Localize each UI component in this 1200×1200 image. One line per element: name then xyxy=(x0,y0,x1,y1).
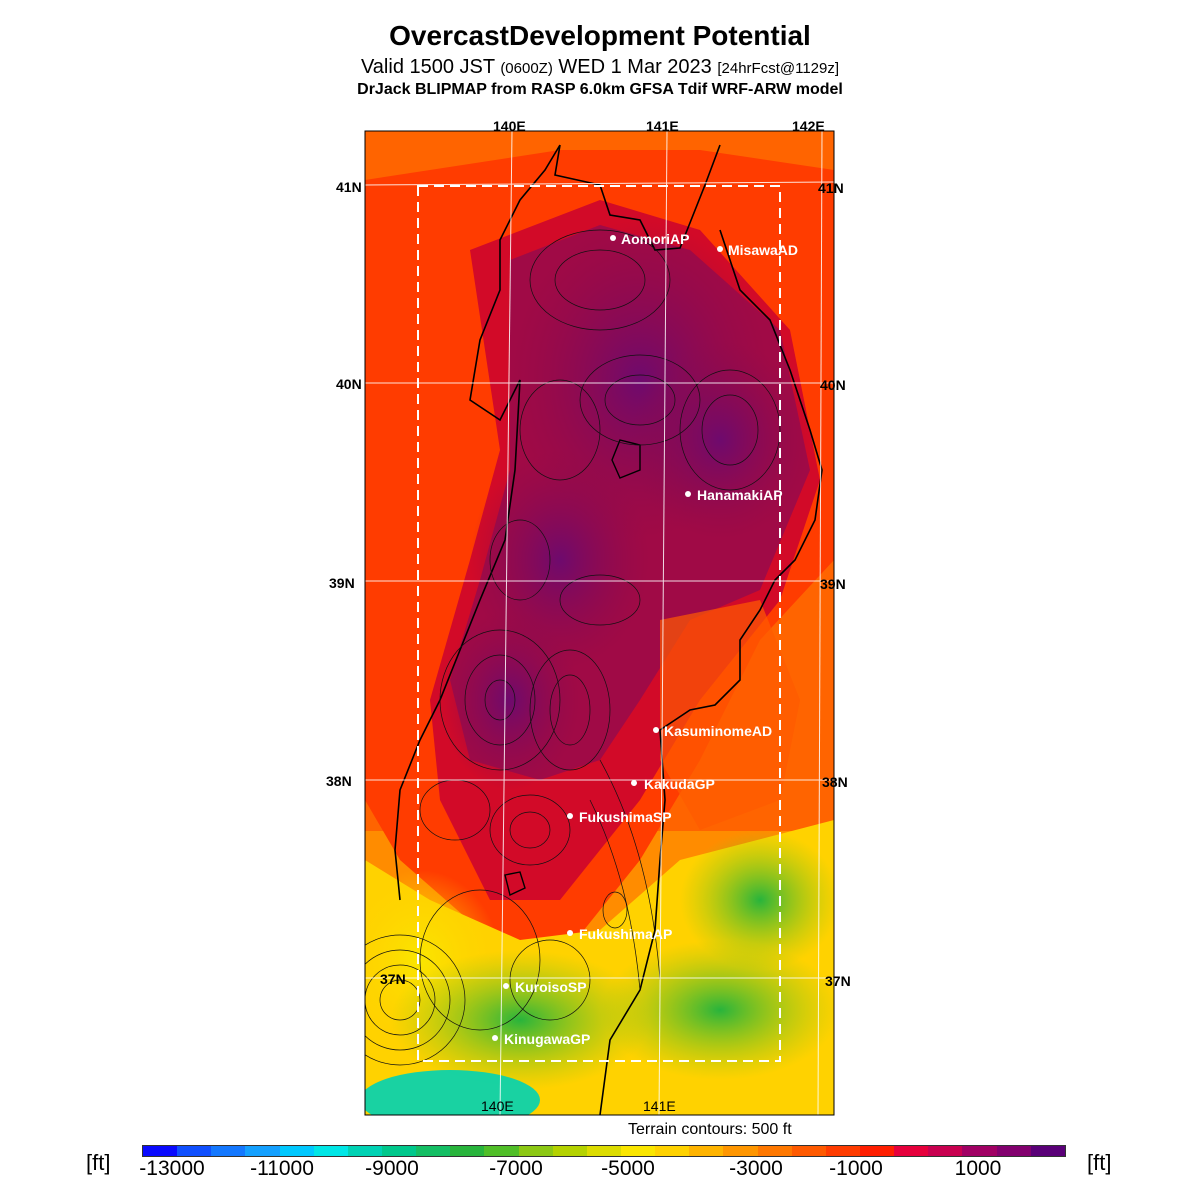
lon-label-top-141e: 141E xyxy=(646,118,679,134)
site-label-misawaad: MisawaAD xyxy=(728,242,799,258)
colorbar-swatch xyxy=(894,1146,929,1156)
lon-label-top-142e: 142E xyxy=(792,118,825,134)
colorbar-tick: -5000 xyxy=(601,1157,655,1180)
colorbar-unit-left: [ft] xyxy=(86,1150,111,1175)
site-marker-kakudagp xyxy=(631,780,637,786)
colorbar-tick: 1000 xyxy=(954,1157,1002,1180)
field-cyan-southwest xyxy=(365,1070,540,1115)
site-marker-misawaad xyxy=(717,246,723,252)
colorbar-swatch xyxy=(586,1146,621,1156)
lon-label-bottom-140e: 140E xyxy=(481,1098,514,1114)
coastline-honshu xyxy=(394,144,823,1115)
field-green-south xyxy=(390,950,650,1090)
site-label-kakudagp: KakudaGP xyxy=(644,776,715,792)
map-title: OvercastDevelopment Potential xyxy=(389,20,811,51)
site-label-kasuminomead: KasuminomeAD xyxy=(664,723,773,739)
field-orange-east xyxy=(660,600,800,830)
colorbar-swatch xyxy=(791,1146,826,1156)
colorbar-unit-right: [ft] xyxy=(1087,1150,1112,1175)
lat-label-left-40n: 40N xyxy=(336,376,362,392)
lat-label-right-41n: 41N xyxy=(818,180,844,196)
site-marker-aomoriap xyxy=(610,235,616,241)
colorbar-swatch xyxy=(245,1146,280,1156)
colorbar-tick: -7000 xyxy=(489,1157,543,1180)
valid-time: Valid 1500 JST (0600Z) WED 1 Mar 2023 [2… xyxy=(0,56,1200,79)
field-green-east xyxy=(680,830,834,970)
site-label-aomoriap: AomoriAP xyxy=(621,231,690,247)
colorbar-swatch xyxy=(689,1146,724,1156)
model-description: DrJack BLIPMAP from RASP 6.0km GFSA Tdif… xyxy=(357,81,843,98)
colorbar xyxy=(142,1145,1066,1157)
plot-domain-box xyxy=(417,185,781,1062)
colorbar-swatch xyxy=(211,1146,246,1156)
colorbar-swatch xyxy=(996,1146,1031,1156)
site-label-fukushimasp: FukushimaSP xyxy=(579,809,672,825)
colorbar-swatch xyxy=(484,1146,519,1156)
lat-label-right-37n: 37N xyxy=(825,973,851,989)
colorbar-swatch xyxy=(757,1146,792,1156)
valid-date: WED 1 Mar 2023 xyxy=(552,56,718,78)
site-label-fukushimaap: FukushimaAP xyxy=(579,926,673,942)
site-marker-kinugawagp xyxy=(492,1035,498,1041)
lon-label-bottom-141e: 141E xyxy=(643,1098,676,1114)
colorbar-swatch xyxy=(450,1146,485,1156)
colorbar-swatch xyxy=(177,1146,212,1156)
colorbar-tick: -1000 xyxy=(829,1157,883,1180)
colorbar-swatch xyxy=(313,1146,348,1156)
field-green-southeast xyxy=(600,940,834,1080)
lon-label-top-140e: 140E xyxy=(493,118,526,134)
colorbar-swatch xyxy=(620,1146,656,1156)
graticule xyxy=(365,131,834,1115)
lake-towada xyxy=(611,439,641,479)
colorbar-swatch xyxy=(416,1146,451,1156)
field-purple-core-4 xyxy=(630,340,810,540)
colorbar-tick: -3000 xyxy=(729,1157,783,1180)
lat-label-right-40n: 40N xyxy=(820,377,846,393)
colorbar-tick: -11000 xyxy=(250,1157,314,1180)
lat-label-left-38n: 38N xyxy=(326,773,352,789)
colorbar-swatch xyxy=(518,1146,553,1156)
colorbar-swatch xyxy=(143,1146,178,1156)
lake-inawashiro xyxy=(504,871,526,896)
colorbar-swatch xyxy=(655,1146,690,1156)
lat-label-left-39n: 39N xyxy=(329,575,355,591)
site-marker-fukushimasp xyxy=(567,813,573,819)
site-marker-hanamakiap xyxy=(685,491,691,497)
colorbar-swatch xyxy=(962,1146,997,1156)
site-label-hanamakiap: HanamakiAP xyxy=(697,487,783,503)
colorbar-tick: -9000 xyxy=(365,1157,419,1180)
colorbar-swatch xyxy=(859,1146,895,1156)
colorbar-swatch xyxy=(1030,1146,1065,1156)
valid-time-utc: (0600Z) xyxy=(500,60,553,77)
site-label-kuroisosp: KuroisoSP xyxy=(515,979,587,995)
forecast-info: [24hrFcst@1129z] xyxy=(717,60,840,77)
terrain-contours xyxy=(365,229,781,1066)
colorbar-swatch xyxy=(723,1146,758,1156)
colorbar-swatch xyxy=(381,1146,417,1156)
site-label-kinugawagp: KinugawaGP xyxy=(504,1031,591,1047)
colorbar-swatch xyxy=(825,1146,860,1156)
terrain-contour-note: Terrain contours: 500 ft xyxy=(628,1121,792,1138)
colorbar-swatch xyxy=(928,1146,963,1156)
lat-label-left-37n: 37N xyxy=(380,971,406,987)
map-frame xyxy=(364,130,835,1116)
lat-label-right-38n: 38N xyxy=(822,774,848,790)
site-marker-fukushimaap xyxy=(567,930,573,936)
valid-time-local: Valid 1500 JST xyxy=(360,56,501,78)
site-marker-kuroisosp xyxy=(503,983,509,989)
colorbar-swatch xyxy=(552,1146,587,1156)
field-purple-core-3 xyxy=(440,610,580,790)
colorbar-swatch xyxy=(279,1146,314,1156)
site-marker-kasuminomead xyxy=(653,727,659,733)
colorbar-tick: -13000 xyxy=(139,1157,205,1180)
lat-label-right-39n: 39N xyxy=(820,576,846,592)
lat-label-left-41n: 41N xyxy=(336,179,362,195)
colorbar-swatch xyxy=(347,1146,382,1156)
